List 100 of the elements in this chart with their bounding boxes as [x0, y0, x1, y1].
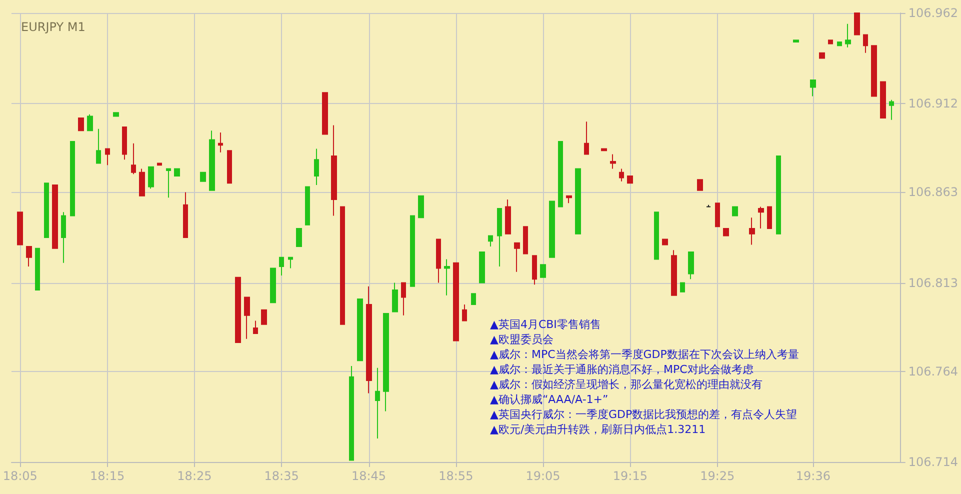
candlestick — [139, 168, 145, 196]
candlestick — [462, 304, 467, 322]
candlestick — [183, 192, 188, 238]
x-tick-label: 18:45 — [351, 469, 386, 483]
candlestick — [209, 130, 215, 191]
candlestick — [505, 198, 511, 234]
y-tick-label: 106.764 — [908, 364, 958, 378]
y-tick-label: 106.714 — [908, 455, 958, 469]
candlestick — [401, 282, 406, 316]
candlestick — [549, 200, 555, 258]
candlestick — [828, 40, 833, 44]
candlestick — [349, 366, 354, 461]
candlestick — [113, 112, 119, 117]
y-tick-label: 106.813 — [908, 276, 958, 290]
candlestick — [331, 124, 337, 216]
candlestick — [444, 258, 450, 296]
candlestick — [523, 226, 528, 254]
candlestick — [392, 282, 398, 312]
candlestick — [131, 142, 136, 175]
candlestick — [767, 206, 772, 229]
candlestick — [105, 148, 110, 166]
candlestick — [758, 206, 764, 229]
candlestick — [889, 99, 894, 120]
candlestick — [619, 168, 624, 182]
candlestick — [497, 208, 502, 267]
candlestick — [601, 148, 607, 152]
candlestick — [793, 40, 799, 42]
candlestick — [279, 256, 284, 276]
candlestick — [70, 141, 75, 216]
candlestick — [837, 41, 842, 46]
candlestick — [78, 118, 84, 132]
candlestick — [253, 320, 258, 334]
candlestick — [810, 79, 816, 97]
candlestick — [322, 92, 328, 135]
candlestick — [680, 282, 685, 292]
x-tick-label: 18:55 — [438, 469, 474, 483]
candlestick — [218, 132, 223, 153]
candlestick — [697, 179, 703, 191]
candlestick — [479, 251, 485, 284]
candlestick — [863, 34, 868, 54]
candlestick — [610, 154, 616, 170]
candlestick — [488, 235, 493, 248]
x-tick-label: 18:05 — [2, 469, 38, 483]
candlestick — [35, 248, 40, 291]
candlestick — [706, 204, 711, 208]
candlestick — [288, 256, 293, 269]
candlestick — [566, 195, 572, 204]
candlestick — [357, 298, 363, 362]
annotation: ▲确认挪威“AAA/A-1+” — [490, 393, 608, 406]
candlestick — [540, 264, 546, 278]
candlestick — [723, 228, 729, 236]
candlestick — [654, 212, 659, 260]
x-tick-label: 18:15 — [90, 469, 125, 483]
candlestick — [366, 286, 372, 394]
x-tick-label: 18:35 — [264, 469, 299, 483]
annotation: ▲威尔：MPC当然会将第一季度GDP数据在下次会议上纳入考量 — [490, 348, 799, 361]
annotation: ▲欧盟委员会 — [490, 333, 554, 346]
candlestick — [575, 168, 581, 234]
x-tick-label: 19:25 — [700, 469, 735, 483]
candlestick — [235, 276, 241, 344]
candlestick — [52, 184, 58, 249]
annotation: ▲英国央行威尔：一季度GDP数据比我预想的差，有点令人失望 — [490, 408, 798, 421]
candlestick — [880, 81, 886, 119]
candlestick — [819, 52, 825, 59]
candlestick — [749, 217, 755, 246]
candlestick — [96, 128, 101, 164]
candlestick — [688, 251, 694, 280]
candlestick — [662, 238, 668, 246]
y-tick-label: 106.962 — [908, 6, 958, 20]
candlestick — [87, 114, 93, 132]
candlestick — [375, 367, 380, 439]
candlestick — [776, 156, 781, 234]
annotation: ▲威尔：假如经济呈现增长，那么量化宽松的理由就没有 — [490, 378, 762, 391]
candlestick — [340, 206, 345, 325]
candlestick — [436, 238, 441, 284]
candlestick — [627, 175, 633, 184]
candlestick — [305, 186, 310, 226]
x-tick-label: 18:25 — [177, 469, 212, 483]
x-tick-label: 19:05 — [526, 469, 560, 483]
annotation: ▲英国4月CBI零售销售 — [490, 318, 601, 331]
candlestick — [558, 141, 563, 208]
candlestick — [845, 23, 851, 48]
candlestick — [174, 168, 180, 176]
candlestick — [296, 228, 302, 248]
x-tick-label: 19:15 — [612, 469, 648, 483]
candlestick — [671, 250, 677, 296]
candlestick — [261, 309, 267, 325]
candlestick — [270, 268, 276, 304]
y-tick-label: 106.912 — [908, 96, 958, 111]
candlestick — [148, 166, 154, 190]
candlestick — [314, 148, 319, 186]
annotation: ▲欧元/美元由升转跌，刷新日内低点1.3211 — [490, 423, 706, 436]
candlestick — [383, 313, 389, 412]
candlestick — [157, 162, 162, 166]
y-tick-label: 106.863 — [908, 185, 958, 200]
candlestick — [244, 296, 250, 340]
candlestick — [61, 212, 66, 264]
candlestick — [227, 150, 232, 184]
candlestick — [584, 121, 589, 155]
candlestick — [26, 246, 32, 267]
